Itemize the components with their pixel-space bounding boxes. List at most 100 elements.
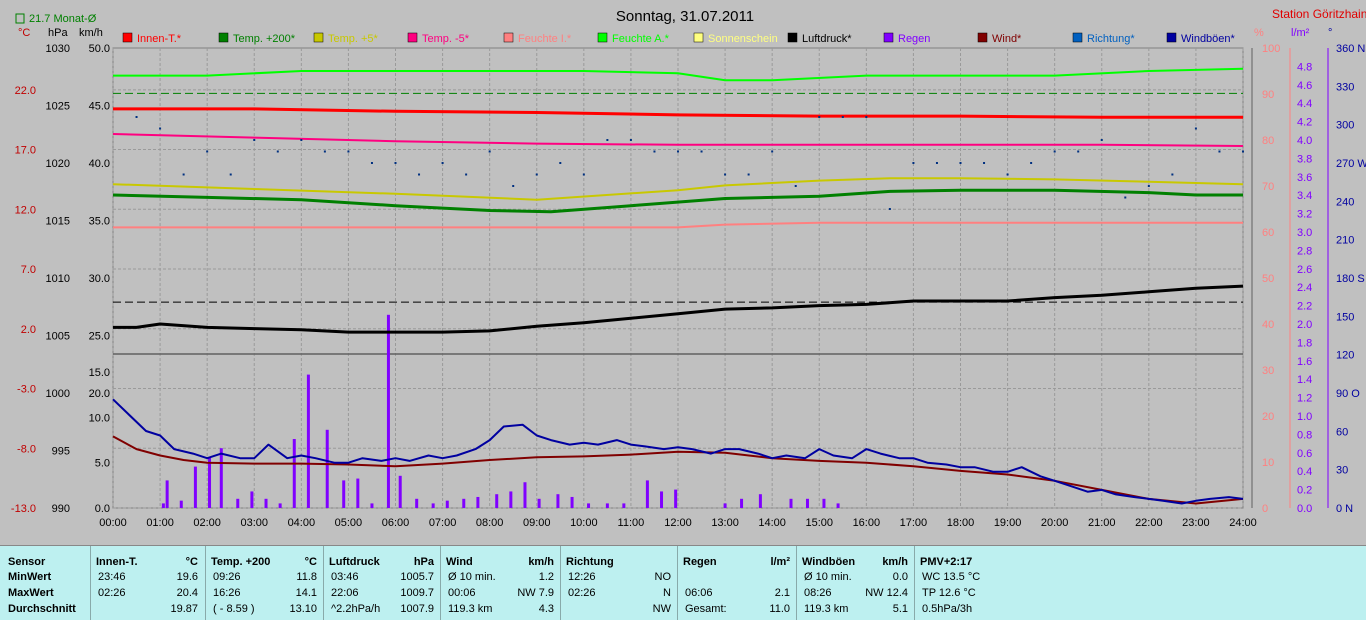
x-tick-label: 04:00 — [288, 517, 316, 529]
pressure-dot — [700, 150, 703, 153]
cell-time: 16:26 — [213, 587, 241, 599]
rain-bar — [193, 466, 197, 508]
pressure-dot — [182, 173, 185, 176]
legend-swatch — [1072, 32, 1083, 43]
legend-entry: Windböen* — [1181, 33, 1236, 45]
cell-time: 0.5hPa/3h — [922, 603, 973, 615]
rain-tick-label: 3.8 — [1297, 153, 1312, 165]
rain-bar — [740, 498, 744, 508]
legend-swatch — [407, 32, 418, 43]
table-column — [677, 546, 797, 620]
kmh-upper-tick-label: 40.0 — [89, 158, 110, 170]
cell-time: Ø 10 min. — [448, 571, 496, 583]
cell-time: 23:46 — [98, 571, 126, 583]
weather-chart: 00:00 01:00 02:00 03:00 04:00 05:00 06:00 07:00… — [11, 7, 1366, 529]
x-tick-label: 21:00 — [1088, 517, 1116, 529]
cell-value: 11.0 — [769, 603, 790, 615]
column-unit: l/m² — [770, 556, 790, 568]
x-tick-label: 18:00 — [947, 517, 975, 529]
series-lines — [112, 67, 1244, 505]
rain-tick-label: 2.6 — [1297, 264, 1312, 276]
cell-value: 13.10 — [289, 603, 317, 615]
pressure-dot — [677, 150, 679, 153]
legend-swatch — [977, 32, 988, 43]
pressure-tick-label: 1005 — [46, 331, 70, 343]
rain-bar — [236, 498, 240, 508]
kmh-lower-tick-label: 10.0 — [89, 412, 110, 424]
pressure-dot — [794, 185, 797, 187]
kmh-upper-tick-label: 35.0 — [89, 216, 110, 228]
pressure-tick-label: 1030 — [46, 43, 70, 55]
column-title: PMV+2:17 — [920, 556, 973, 568]
pressure-tick-label: 995 — [52, 446, 70, 458]
direction-tick-label: 30 — [1336, 465, 1348, 477]
pressure-dot — [418, 173, 421, 176]
rain-tick-label: 0.2 — [1297, 485, 1312, 497]
column-title: Richtung — [566, 556, 614, 568]
rain-tick-label: 4.6 — [1297, 80, 1312, 92]
pressure-dot — [959, 162, 962, 164]
cell-time: 00:06 — [448, 587, 476, 599]
rain-bar — [660, 491, 664, 508]
pressure-tick-label: 1000 — [46, 388, 70, 400]
cell-time: 12:26 — [568, 571, 596, 583]
monthly-avg-label: 21.7 Monat-Ø — [29, 13, 97, 25]
table-column — [914, 546, 1045, 620]
cell-time: 06:06 — [685, 587, 713, 599]
direction-tick-label: 210 — [1336, 235, 1354, 247]
rain-bar — [415, 498, 419, 508]
kmh-upper-tick-label: 50.0 — [89, 43, 110, 55]
series-line — [113, 221, 1243, 229]
pressure-dot — [323, 150, 326, 153]
cell-value: 20.4 — [176, 587, 198, 599]
pressure-dot — [818, 116, 821, 118]
rain-tick-label: 2.0 — [1297, 319, 1312, 331]
column-unit: km/h — [882, 556, 908, 568]
rain-tick-label: 2.8 — [1297, 245, 1312, 257]
x-tick-label: 00:00 — [99, 517, 127, 529]
row-label-min: MinWert — [8, 571, 52, 583]
kmh-upper-tick-label: 25.0 — [89, 331, 110, 343]
direction-tick-label: 330 — [1336, 81, 1354, 93]
column-title: Regen — [683, 556, 717, 568]
table-column — [323, 546, 441, 620]
cell-value: 1007.9 — [400, 603, 434, 615]
column-title: Innen-T. — [96, 556, 138, 568]
cell-value: 2.1 — [774, 587, 790, 599]
cell-time: 02:26 — [568, 587, 596, 599]
rain-tick-label: 1.4 — [1297, 374, 1312, 386]
direction-tick-label: 300 — [1336, 120, 1354, 132]
cell-value: 1009.7 — [400, 587, 434, 599]
pressure-dot — [771, 150, 774, 153]
humidity-tick-label: 40 — [1262, 319, 1274, 331]
x-tick-label: 09:00 — [523, 517, 551, 529]
pressure-dot — [1100, 139, 1103, 141]
rain-bar — [342, 480, 346, 508]
cell-value: 1005.7 — [400, 571, 434, 583]
rain-bar — [370, 503, 374, 508]
legend-swatch — [883, 32, 894, 43]
rain-tick-label: 1.8 — [1297, 337, 1312, 349]
row-label-max: MaxWert — [8, 587, 54, 599]
pressure-dot — [276, 150, 279, 153]
x-tick-label: 01:00 — [146, 517, 174, 529]
rain-bar — [523, 482, 527, 508]
statistics-table: Sensor MinWert MaxWert Durchschnitt Inne… — [0, 545, 1366, 620]
table-column — [796, 546, 915, 620]
rain-bar — [645, 480, 649, 508]
pressure-dot — [724, 173, 727, 176]
row-label-avg: Durchschnitt — [8, 603, 76, 615]
direction-tick-label: 90 O — [1336, 388, 1360, 400]
pressure-dot — [512, 185, 515, 187]
chart-title: Sonntag, 31.07.2011 — [616, 8, 754, 25]
rain-tick-label: 1.0 — [1297, 411, 1312, 423]
cell-time: ( - 8.59 ) — [213, 603, 255, 615]
rain-bar — [398, 475, 402, 508]
rain-bar — [836, 503, 840, 508]
cell-time: 119.3 km — [448, 603, 493, 615]
legend-entry: Luftdruck* — [802, 33, 852, 45]
rain-bar — [325, 429, 329, 508]
pressure-dot — [370, 162, 373, 164]
kmh-lower-tick-label: 5.0 — [95, 458, 110, 470]
legend-entry: Wind* — [992, 33, 1022, 45]
